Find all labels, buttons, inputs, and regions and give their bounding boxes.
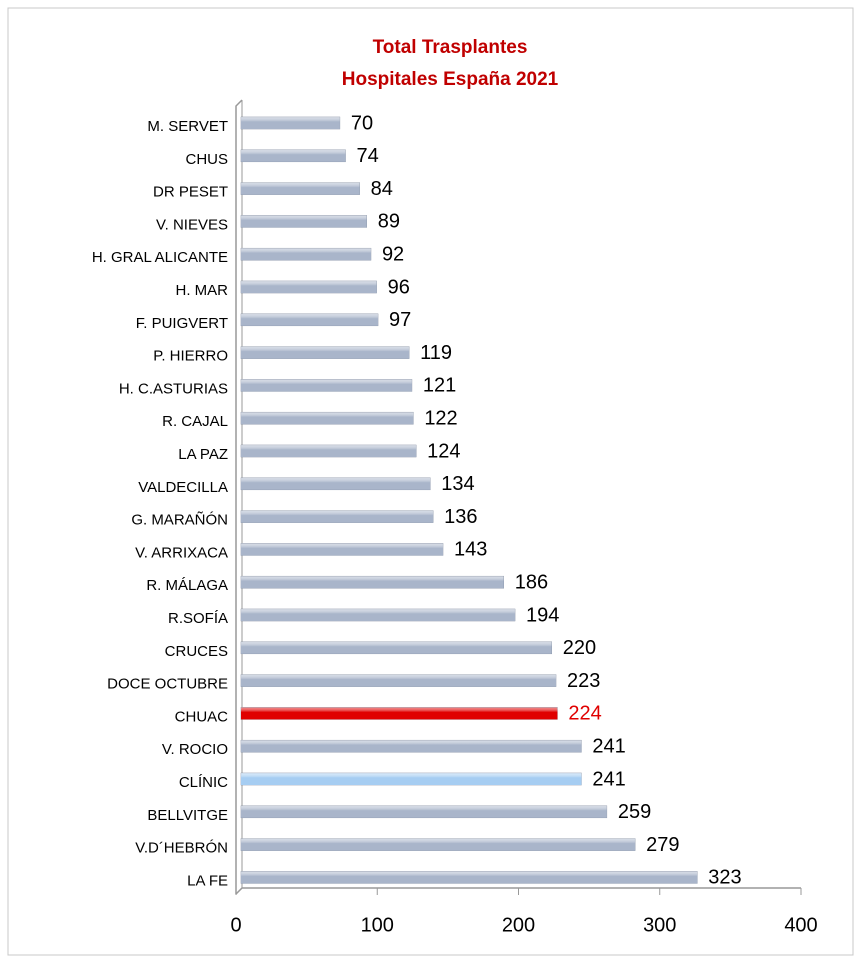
data-label: 89	[378, 211, 400, 233]
data-label: 241	[592, 768, 625, 790]
bar-shine	[241, 412, 414, 425]
bar-shine	[241, 248, 371, 261]
data-label: 259	[618, 801, 651, 823]
y-tick-label: H. C.ASTURIAS	[119, 380, 228, 397]
y-tick-label: H. GRAL ALICANTE	[92, 249, 228, 266]
y-tick-label: LA PAZ	[178, 446, 228, 463]
data-label: 92	[382, 243, 404, 265]
x-tick-label: 200	[502, 914, 535, 936]
bar-shine	[241, 773, 582, 785]
data-label: 134	[441, 473, 474, 495]
category-axis	[235, 99, 243, 894]
data-label: 136	[444, 506, 477, 528]
data-label: 119	[420, 342, 452, 364]
data-label: 143	[454, 539, 487, 561]
data-label: 279	[646, 834, 679, 856]
bar-shine	[241, 740, 582, 753]
data-label: 124	[427, 440, 460, 462]
bar-shine	[241, 281, 377, 293]
bar-shine	[241, 346, 410, 359]
y-tick-label: F. PUIGVERT	[136, 315, 228, 332]
x-tick-label: 0	[230, 914, 241, 936]
y-tick-label: H. MAR	[176, 282, 229, 299]
bar-shine	[241, 609, 516, 621]
y-tick-label: DR PESET	[153, 184, 228, 201]
data-label: 223	[567, 670, 600, 692]
data-label: 194	[526, 604, 559, 626]
x-tick-label: 400	[784, 914, 817, 936]
data-label: 323	[708, 867, 741, 889]
bar-shine	[241, 576, 504, 589]
y-tick-label: V. NIEVES	[156, 216, 228, 233]
bar-shine	[241, 445, 417, 457]
bar-shine	[241, 182, 360, 195]
bar-shine	[241, 313, 379, 326]
data-label: 186	[515, 571, 548, 593]
data-label: 121	[423, 375, 456, 397]
bar-shine	[241, 674, 556, 687]
bar-shine	[241, 543, 443, 556]
bar-shine	[241, 871, 698, 884]
y-tick-label: VALDECILLA	[138, 479, 228, 496]
bar-shine	[241, 477, 431, 490]
x-tick-label: 300	[643, 914, 676, 936]
y-tick-label: LA FE	[187, 872, 228, 889]
y-tick-label: V. ROCIO	[162, 741, 228, 758]
y-tick-label: R. MÁLAGA	[146, 577, 228, 594]
y-tick-label: V.D´HEBRÓN	[135, 840, 228, 857]
bar-shine	[241, 379, 412, 392]
y-tick-label: CHUS	[185, 151, 228, 168]
y-tick-label: CHUAC	[175, 708, 229, 725]
bar-shine	[241, 149, 346, 162]
x-tick-label: 100	[361, 914, 394, 936]
y-tick-label: R. CAJAL	[162, 413, 228, 430]
y-tick-label: M. SERVET	[147, 118, 228, 135]
bar-shine	[241, 707, 558, 720]
data-label: 220	[563, 637, 596, 659]
y-tick-label: V. ARRIXACA	[135, 544, 228, 561]
y-tick-label: R.SOFÍA	[168, 610, 228, 627]
bar-shine	[241, 215, 367, 228]
y-tick-label: CLÍNIC	[179, 774, 228, 791]
data-label: 122	[424, 407, 457, 429]
data-label: 74	[357, 145, 379, 167]
bar-shine	[241, 641, 552, 654]
chart-subtitle: Hospitales España 2021	[342, 69, 559, 90]
y-tick-label: CRUCES	[165, 643, 228, 660]
data-label: 241	[592, 735, 625, 757]
data-label: 97	[389, 309, 411, 331]
y-tick-label: G. MARAÑÓN	[131, 512, 228, 529]
data-label: 70	[351, 112, 373, 134]
data-label: 84	[371, 178, 393, 200]
chart-title: Total Trasplantes	[373, 37, 528, 58]
bar-shine	[241, 510, 434, 523]
data-label: 96	[388, 276, 410, 298]
bar-shine	[241, 805, 607, 818]
bar-shine	[241, 838, 636, 851]
bar-shine	[241, 117, 340, 129]
data-label: 224	[568, 703, 601, 725]
y-tick-label: BELLVITGE	[147, 807, 228, 824]
y-tick-label: P. HIERRO	[153, 348, 228, 365]
y-tick-label: DOCE OCTUBRE	[107, 676, 228, 693]
